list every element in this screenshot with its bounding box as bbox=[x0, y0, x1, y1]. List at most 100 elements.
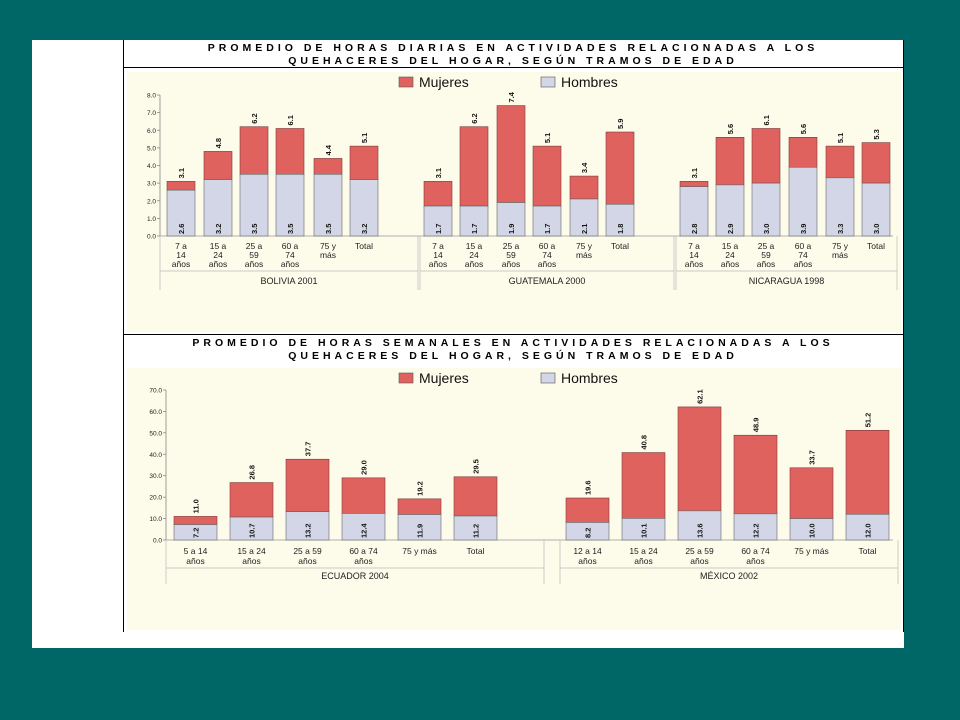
undefined-bar-mujeres bbox=[275, 128, 305, 175]
undefined-hombres-label: 3.9 bbox=[799, 224, 808, 234]
undefined-bar-mujeres bbox=[453, 476, 498, 517]
undefined-category-label: años bbox=[465, 259, 483, 269]
undefined-total-label: 33.7 bbox=[808, 450, 817, 465]
undefined-bar-hombres bbox=[825, 177, 855, 237]
undefined-category-label: 75 y bbox=[832, 241, 849, 251]
undefined-category-label: años bbox=[242, 556, 260, 566]
undefined-legend-label-mujeres: Mujeres bbox=[419, 74, 469, 90]
undefined-bar-hombres bbox=[751, 182, 781, 237]
undefined-bar-hombres bbox=[789, 518, 834, 541]
undefined-hombres-label: 1.7 bbox=[543, 224, 552, 234]
undefined-hombres-label: 13.6 bbox=[696, 523, 705, 538]
undefined-bar-mujeres bbox=[341, 477, 386, 514]
undefined-category-label: años bbox=[578, 556, 596, 566]
undefined-bar-hombres bbox=[605, 203, 635, 237]
undefined-bar-hombres bbox=[173, 524, 218, 541]
undefined-category-label: 5 a 14 bbox=[184, 546, 208, 556]
undefined-total-label: 3.1 bbox=[690, 168, 699, 178]
undefined-category-label: más bbox=[576, 250, 592, 260]
undefined-ytick-label: 0.0 bbox=[147, 234, 156, 241]
undefined-category-label: años bbox=[690, 556, 708, 566]
undefined-bar-hombres bbox=[715, 184, 745, 237]
undefined-total-label: 29.5 bbox=[472, 459, 481, 474]
undefined-bar-hombres bbox=[733, 513, 778, 541]
undefined-bar-mujeres bbox=[825, 145, 855, 179]
undefined-ytick-label: 0.0 bbox=[153, 538, 162, 545]
undefined-hombres-label: 3.5 bbox=[286, 224, 295, 234]
undefined-hombres-label: 12.0 bbox=[864, 523, 873, 538]
undefined-ytick-label: 7.0 bbox=[147, 110, 156, 117]
undefined-category-label: 74 bbox=[285, 250, 295, 260]
undefined-category-label: años bbox=[746, 556, 764, 566]
undefined-category-label: años bbox=[757, 259, 775, 269]
undefined-bar-hombres bbox=[349, 179, 379, 237]
undefined-bar-hombres bbox=[423, 205, 453, 237]
undefined-bar-hombres bbox=[397, 514, 442, 541]
undefined-legend-swatch-mujeres bbox=[398, 372, 414, 384]
undefined-bar-mujeres bbox=[845, 429, 890, 515]
undefined-ytick-label: 10.0 bbox=[149, 516, 162, 523]
undefined-total-label: 5.6 bbox=[799, 124, 808, 134]
undefined-category-label: 24 bbox=[213, 250, 223, 260]
undefined-category-label: Total bbox=[859, 546, 877, 556]
undefined-category-label: 60 a 74 bbox=[349, 546, 378, 556]
undefined-legend-swatch-mujeres bbox=[398, 76, 414, 88]
undefined-bar-mujeres bbox=[285, 458, 330, 513]
undefined-category-label: años bbox=[209, 259, 227, 269]
undefined-category-label: 60 a bbox=[282, 241, 299, 251]
undefined-bar-mujeres bbox=[173, 516, 218, 525]
undefined-category-label: 14 bbox=[176, 250, 186, 260]
top-title-line1: PROMEDIO DE HORAS DIARIAS EN ACTIVIDADES… bbox=[207, 42, 819, 54]
undefined-category-label: años bbox=[721, 259, 739, 269]
undefined-total-label: 4.4 bbox=[324, 144, 333, 155]
undefined-total-label: 11.0 bbox=[192, 499, 201, 513]
undefined-category-label: 15 a 24 bbox=[629, 546, 658, 556]
undefined-bar-mujeres bbox=[496, 105, 526, 203]
undefined-bar-hombres bbox=[677, 510, 722, 541]
undefined-category-label: 24 bbox=[469, 250, 479, 260]
undefined-ytick-label: 40.0 bbox=[149, 452, 162, 459]
undefined-category-label: 75 y bbox=[320, 241, 337, 251]
undefined-category-label: 75 y más bbox=[402, 546, 437, 556]
undefined-hombres-label: 1.7 bbox=[434, 224, 443, 234]
undefined-category-label: 7 a bbox=[432, 241, 444, 251]
undefined-category-label: 60 a bbox=[539, 241, 556, 251]
undefined-bar-mujeres bbox=[751, 128, 781, 184]
undefined-category-label: 75 y bbox=[576, 241, 593, 251]
undefined-bar-mujeres bbox=[621, 452, 666, 519]
undefined-bar-hombres bbox=[679, 186, 709, 237]
undefined-bar-mujeres bbox=[239, 126, 269, 175]
undefined-category-label: 15 a bbox=[210, 241, 227, 251]
undefined-legend-label-mujeres: Mujeres bbox=[419, 370, 469, 386]
undefined-legend-swatch-hombres bbox=[540, 372, 556, 384]
undefined-bar-mujeres bbox=[788, 137, 818, 168]
undefined-total-label: 5.1 bbox=[543, 133, 552, 143]
undefined-legend-swatch-hombres bbox=[540, 76, 556, 88]
undefined-bar-hombres bbox=[845, 513, 890, 541]
undefined-total-label: 3.1 bbox=[177, 168, 186, 178]
undefined-hombres-label: 3.3 bbox=[836, 224, 845, 234]
undefined-category-label: Total bbox=[355, 241, 373, 251]
undefined-bar-mujeres bbox=[789, 467, 834, 519]
undefined-hombres-label: 1.8 bbox=[616, 224, 625, 234]
undefined-bar-hombres bbox=[496, 202, 526, 237]
undefined-total-label: 37.7 bbox=[304, 442, 313, 457]
undefined-total-label: 40.8 bbox=[640, 435, 649, 450]
undefined-category-label: más bbox=[320, 250, 336, 260]
undefined-ytick-label: 6.0 bbox=[147, 128, 156, 135]
undefined-bar-hombres bbox=[459, 205, 489, 237]
undefined-category-label: años bbox=[502, 259, 520, 269]
undefined-ytick-label: 5.0 bbox=[147, 145, 156, 152]
undefined-category-label: 24 bbox=[725, 250, 735, 260]
undefined-bar-hombres bbox=[621, 518, 666, 541]
undefined-category-label: Total bbox=[467, 546, 485, 556]
undefined-hombres-label: 8.2 bbox=[584, 528, 593, 538]
undefined-bar-hombres bbox=[239, 174, 269, 237]
undefined-total-label: 19.2 bbox=[416, 481, 425, 496]
undefined-category-label: 74 bbox=[542, 250, 552, 260]
undefined-category-label: años bbox=[298, 556, 316, 566]
undefined-hombres-label: 3.0 bbox=[872, 224, 881, 234]
undefined-category-label: 59 bbox=[761, 250, 771, 260]
undefined-group-label-m-xico-2002: MÉXICO 2002 bbox=[700, 571, 758, 581]
